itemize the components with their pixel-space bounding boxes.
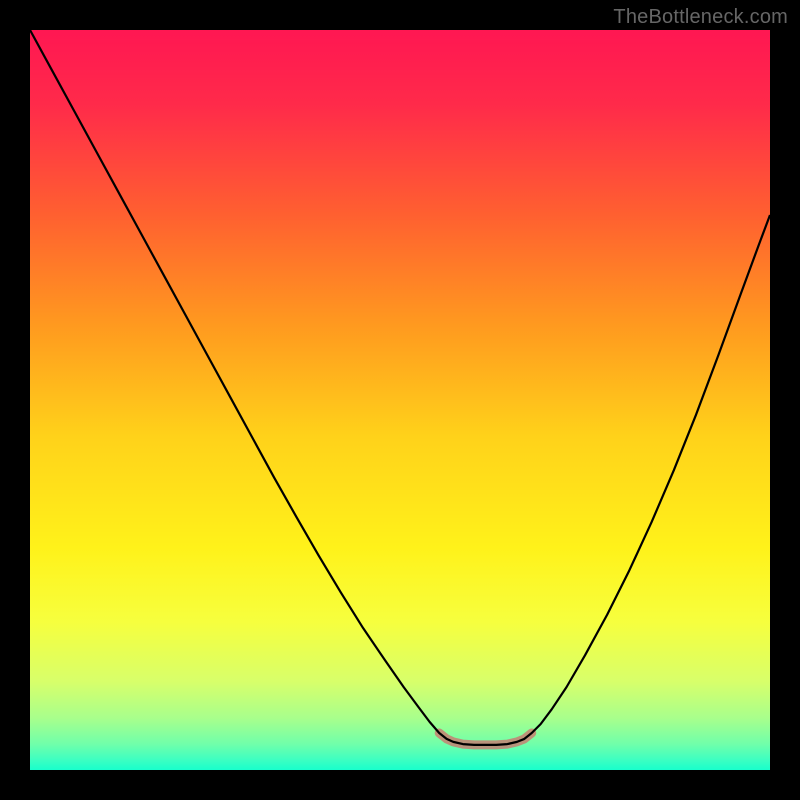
chart-stage: TheBottleneck.com — [0, 0, 800, 800]
chart-plot-area — [30, 30, 770, 770]
chart-svg — [0, 0, 800, 800]
watermark-text: TheBottleneck.com — [613, 6, 788, 29]
